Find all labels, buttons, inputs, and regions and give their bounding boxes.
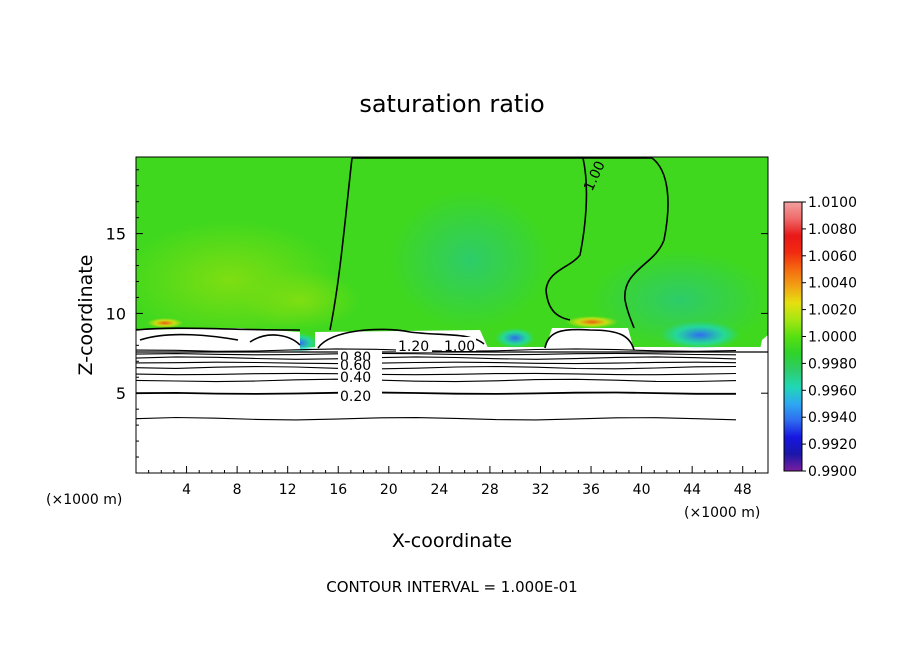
contour-1-00-left-plume: [329, 157, 353, 331]
contour-1-20-lobe-1: [317, 328, 485, 349]
field-gap-3: [545, 328, 634, 350]
field-lower-white: [136, 352, 768, 473]
contour-line-z: [135, 365, 737, 370]
y-axis: 5 10 15: [106, 169, 768, 458]
x-tick-label: 48: [734, 482, 752, 498]
contour-line-z: [135, 416, 737, 421]
colorbar-tick-label: 1.0000: [808, 330, 857, 346]
colorbar-tick-label: 0.9980: [808, 356, 857, 372]
contour-line-z: [135, 378, 737, 383]
colorbar-tick-label: 0.9900: [808, 464, 857, 480]
field-patch-cool-2: [495, 328, 535, 348]
x-tick-label: 32: [532, 482, 550, 498]
colorbar-ticks: 1.0100 1.0080 1.0060 1.0040 1.0020 1.0000 0.99…: [802, 195, 857, 480]
heatmap-field: [136, 157, 768, 473]
colorbar: [783, 201, 803, 472]
contour-1-00-right-plume-b: [624, 157, 669, 329]
x-tick-label: 16: [329, 482, 347, 498]
x-tick-label: 8: [233, 482, 242, 498]
x-tick-label: 36: [582, 482, 600, 498]
contour-1-20-lobe-2: [544, 328, 635, 351]
y-tick-label: 15: [106, 225, 126, 244]
contour-line-z: [135, 372, 737, 376]
colorbar-tick-label: 0.9940: [808, 410, 857, 426]
contour-interval-note: CONTOUR INTERVAL = 1.000E-01: [326, 578, 577, 596]
contour-label-bg-1-20: [396, 338, 432, 352]
x-unit-right: (×1000 m): [684, 505, 760, 521]
chart-title: saturation ratio: [359, 90, 544, 118]
contour-label-bg-0-80: [338, 350, 382, 363]
x-tick-label: 44: [683, 482, 701, 498]
contours-below: [135, 348, 737, 421]
contour-label-group: 1.00 1.20 1.00 0.80 0.60 0.40 0.20: [338, 159, 609, 405]
contour-label-1-00-lower: 1.00: [444, 339, 475, 355]
contour-label-bg-0-60: [338, 360, 382, 371]
contour-ring-mid: [249, 334, 301, 346]
contour-line-z: [135, 352, 737, 356]
colorbar-tick-label: 1.0020: [808, 303, 857, 319]
contour-label-0-40: 0.40: [340, 370, 371, 386]
x-tick-label: 24: [430, 482, 448, 498]
x-tick-label: 28: [481, 482, 499, 498]
contour-label-1-20: 1.20: [398, 339, 429, 355]
field-patch-hot-2: [147, 318, 183, 328]
x-tick-label: 40: [633, 482, 651, 498]
colorbar-tick-label: 0.9960: [808, 383, 857, 399]
contour-label-bg-0-20: [338, 389, 382, 403]
contour-line-z: [135, 356, 737, 360]
x-axis-label: X-coordinate: [392, 530, 512, 552]
field-patch-teal-mid: [390, 190, 550, 330]
contour-label-bg-1-00-lower: [442, 337, 476, 351]
x-unit-left: (×1000 m): [46, 492, 122, 508]
contour-ring-left: [139, 333, 239, 341]
x-tick-label: 12: [279, 482, 297, 498]
field-patch-hot-1: [566, 316, 618, 328]
field-gap-1: [136, 328, 300, 350]
field-patch-cool-1: [660, 321, 740, 349]
field-gap-4: [760, 335, 768, 350]
colorbar-tick-label: 1.0080: [808, 222, 857, 238]
contour-line-z: [135, 348, 737, 352]
contour-label-bg-0-40: [338, 370, 382, 384]
y-tick-label: 10: [106, 304, 126, 323]
colorbar-tick-label: 1.0100: [808, 195, 857, 211]
colorbar-tick-label: 1.0060: [808, 249, 857, 265]
x-tick-label: 4: [182, 482, 191, 498]
x-axis: 4 8 12 16 20 24 28 32 36 40 44 48: [148, 466, 756, 498]
contour-1-00-right-plume: [545, 157, 588, 321]
field-patch-yg-mid: [240, 270, 360, 330]
contour-lines: [136, 157, 768, 353]
contour-label-0-20: 0.20: [340, 389, 371, 405]
y-tick-label: 5: [116, 384, 126, 403]
colorbar-tick-label: 0.9920: [808, 437, 857, 453]
contour-line-z: [135, 391, 736, 395]
colorbar-tick-label: 1.0040: [808, 276, 857, 292]
contour-1-00-cloud-edge: [136, 327, 301, 331]
contour-line-z: [135, 361, 737, 365]
x-tick-label: 20: [380, 482, 398, 498]
y-axis-label: Z-coordinate: [75, 255, 97, 376]
